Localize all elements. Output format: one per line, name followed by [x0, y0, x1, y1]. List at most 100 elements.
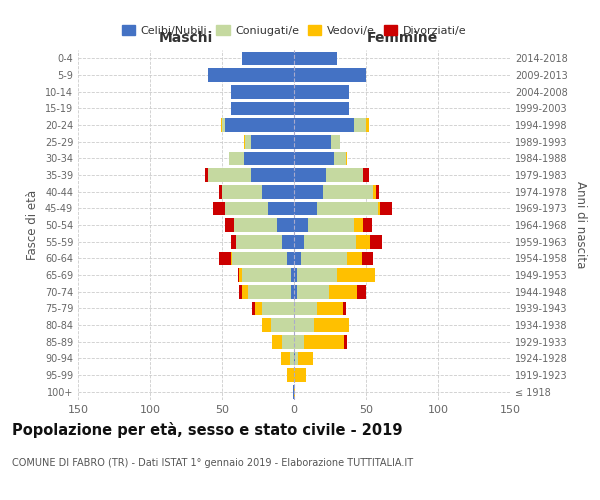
Bar: [366, 118, 369, 132]
Bar: [230, 235, 236, 248]
Bar: [304, 335, 344, 348]
Bar: [262, 318, 271, 332]
Bar: [252, 302, 255, 315]
Bar: [326, 168, 363, 182]
Bar: [262, 185, 294, 198]
Bar: [294, 68, 366, 82]
Bar: [362, 252, 373, 265]
Bar: [293, 385, 294, 398]
Bar: [294, 285, 297, 298]
Text: COMUNE DI FABRO (TR) - Dati ISTAT 1° gennaio 2019 - Elaborazione TUTTITALIA.IT: COMUNE DI FABRO (TR) - Dati ISTAT 1° gen…: [12, 458, 413, 468]
Bar: [347, 252, 362, 265]
Text: Maschi: Maschi: [159, 31, 213, 45]
Bar: [208, 68, 294, 82]
Bar: [287, 252, 294, 265]
Bar: [363, 168, 369, 182]
Bar: [294, 85, 349, 98]
Bar: [291, 268, 294, 282]
Y-axis label: Anni di nascita: Anni di nascita: [574, 182, 587, 268]
Bar: [294, 52, 337, 65]
Bar: [255, 302, 262, 315]
Bar: [294, 252, 301, 265]
Bar: [230, 85, 294, 98]
Bar: [294, 135, 331, 148]
Bar: [304, 235, 356, 248]
Bar: [294, 185, 323, 198]
Bar: [229, 152, 244, 165]
Bar: [242, 285, 248, 298]
Bar: [344, 335, 347, 348]
Bar: [346, 152, 347, 165]
Bar: [230, 252, 232, 265]
Bar: [225, 202, 268, 215]
Bar: [301, 252, 347, 265]
Bar: [294, 302, 317, 315]
Bar: [376, 185, 379, 198]
Bar: [233, 218, 277, 232]
Bar: [329, 285, 358, 298]
Bar: [248, 285, 291, 298]
Bar: [294, 218, 308, 232]
Text: Femmine: Femmine: [367, 31, 437, 45]
Bar: [230, 102, 294, 115]
Bar: [294, 335, 304, 348]
Bar: [272, 335, 283, 348]
Bar: [334, 152, 346, 165]
Bar: [298, 352, 313, 365]
Bar: [294, 368, 305, 382]
Bar: [317, 302, 343, 315]
Bar: [281, 352, 290, 365]
Bar: [294, 168, 326, 182]
Bar: [331, 135, 340, 148]
Bar: [239, 285, 242, 298]
Bar: [225, 118, 294, 132]
Bar: [222, 118, 225, 132]
Bar: [244, 135, 245, 148]
Bar: [294, 235, 304, 248]
Text: Popolazione per età, sesso e stato civile - 2019: Popolazione per età, sesso e stato civil…: [12, 422, 403, 438]
Bar: [373, 185, 376, 198]
Bar: [337, 268, 374, 282]
Bar: [290, 352, 294, 365]
Bar: [225, 218, 233, 232]
Bar: [283, 235, 294, 248]
Bar: [219, 252, 230, 265]
Bar: [294, 318, 314, 332]
Bar: [222, 185, 262, 198]
Bar: [294, 102, 349, 115]
Bar: [317, 202, 377, 215]
Bar: [356, 235, 370, 248]
Bar: [294, 152, 334, 165]
Bar: [377, 202, 380, 215]
Bar: [370, 235, 382, 248]
Bar: [380, 202, 392, 215]
Bar: [262, 302, 294, 315]
Bar: [205, 168, 208, 182]
Bar: [297, 285, 329, 298]
Bar: [355, 218, 363, 232]
Bar: [314, 318, 349, 332]
Bar: [251, 168, 294, 182]
Bar: [277, 218, 294, 232]
Bar: [242, 268, 291, 282]
Bar: [219, 185, 222, 198]
Bar: [291, 285, 294, 298]
Bar: [232, 252, 287, 265]
Bar: [238, 268, 239, 282]
Bar: [245, 135, 251, 148]
Bar: [268, 202, 294, 215]
Bar: [244, 152, 294, 165]
Bar: [355, 118, 366, 132]
Bar: [214, 202, 225, 215]
Y-axis label: Fasce di età: Fasce di età: [26, 190, 39, 260]
Bar: [297, 268, 337, 282]
Bar: [283, 335, 294, 348]
Bar: [308, 218, 355, 232]
Bar: [358, 285, 366, 298]
Bar: [242, 52, 294, 65]
Bar: [239, 268, 242, 282]
Bar: [208, 168, 251, 182]
Bar: [343, 302, 346, 315]
Bar: [294, 118, 355, 132]
Bar: [294, 352, 295, 365]
